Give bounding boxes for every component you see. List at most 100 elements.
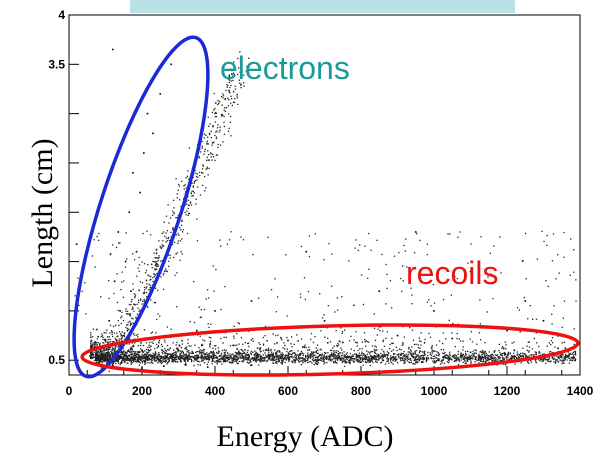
- density-dot: [422, 361, 424, 364]
- density-dot: [160, 247, 162, 250]
- density-dot: [154, 356, 156, 358]
- density-dot: [457, 364, 460, 366]
- density-dot: [188, 345, 190, 347]
- density-dot: [121, 353, 123, 355]
- density-dot: [223, 356, 226, 358]
- density-dot: [126, 356, 129, 358]
- density-dot: [108, 352, 110, 354]
- density-dot: [277, 360, 280, 363]
- density-dot: [399, 354, 401, 356]
- density-dot: [548, 351, 551, 353]
- density-dot: [312, 341, 315, 344]
- density-dot: [145, 355, 147, 357]
- density-dot: [120, 338, 122, 340]
- density-dot: [385, 263, 387, 266]
- density-dot: [383, 345, 386, 347]
- density-dot: [474, 361, 476, 363]
- density-dot: [225, 356, 227, 359]
- density-dot: [246, 358, 248, 360]
- density-dot: [419, 356, 421, 358]
- density-dot: [396, 349, 398, 352]
- density-dot: [104, 340, 107, 343]
- density-dot: [169, 254, 171, 256]
- density-dot: [139, 309, 141, 311]
- density-dot: [426, 243, 429, 245]
- density-dot: [278, 350, 281, 352]
- density-dot: [105, 356, 108, 358]
- density-dot: [138, 350, 140, 353]
- density-dot: [294, 352, 296, 354]
- density-dot: [370, 351, 372, 353]
- density-dot: [210, 323, 212, 325]
- density-dot: [220, 308, 222, 311]
- density-dot: [158, 360, 160, 363]
- density-dot: [245, 353, 248, 356]
- density-dot: [110, 350, 112, 353]
- density-dot: [410, 353, 412, 355]
- density-dot: [501, 355, 504, 357]
- density-dot: [179, 240, 182, 242]
- density-dot: [267, 236, 269, 238]
- density-dot: [237, 362, 239, 365]
- density-dot: [375, 355, 377, 357]
- density-dot: [246, 66, 248, 69]
- density-dot: [301, 346, 304, 348]
- density-dot: [453, 356, 455, 358]
- density-dot: [512, 356, 514, 358]
- density-dot: [521, 260, 524, 263]
- density-dot: [275, 353, 277, 355]
- density-dot: [551, 323, 553, 325]
- density-dot: [490, 273, 492, 275]
- density-dot: [141, 282, 144, 284]
- density-dot: [229, 355, 232, 358]
- density-dot: [285, 354, 287, 356]
- density-dot: [143, 263, 146, 265]
- density-dot: [522, 347, 524, 349]
- density-dot: [151, 356, 153, 359]
- density-dot: [355, 359, 357, 361]
- density-dot: [378, 326, 380, 328]
- data-point: [124, 260, 127, 263]
- density-dot: [410, 361, 413, 364]
- density-dot: [133, 356, 135, 359]
- density-dot: [355, 331, 357, 333]
- density-dot: [396, 354, 398, 356]
- density-dot: [173, 359, 175, 362]
- density-dot: [239, 71, 241, 73]
- density-dot: [479, 323, 482, 325]
- density-dot: [275, 358, 277, 360]
- density-dot: [113, 292, 115, 295]
- density-dot: [511, 357, 513, 359]
- density-dot: [503, 358, 506, 360]
- density-dot: [437, 352, 439, 354]
- data-point: [108, 319, 110, 322]
- density-dot: [232, 362, 234, 364]
- density-dot: [112, 361, 114, 363]
- density-dot: [548, 357, 550, 359]
- density-dot: [472, 356, 474, 358]
- density-dot: [160, 362, 163, 365]
- density-dot: [344, 361, 346, 364]
- density-dot: [99, 357, 102, 360]
- density-dot: [157, 289, 159, 292]
- density-dot: [184, 358, 186, 360]
- density-dot: [163, 356, 166, 358]
- density-dot: [221, 357, 223, 359]
- density-dot: [167, 361, 169, 363]
- density-dot: [318, 359, 320, 361]
- density-dot: [293, 356, 295, 358]
- density-dot: [526, 349, 529, 352]
- density-dot: [432, 283, 435, 286]
- density-dot: [277, 356, 280, 358]
- density-dot: [557, 356, 559, 358]
- density-dot: [565, 356, 567, 358]
- density-dot: [100, 353, 103, 355]
- density-dot: [302, 354, 304, 357]
- density-dot: [285, 254, 287, 256]
- density-dot: [338, 358, 340, 360]
- density-dot: [228, 81, 230, 84]
- density-dot: [310, 338, 312, 341]
- density-dot: [339, 352, 342, 354]
- density-dot: [310, 356, 312, 358]
- density-dot: [197, 186, 199, 188]
